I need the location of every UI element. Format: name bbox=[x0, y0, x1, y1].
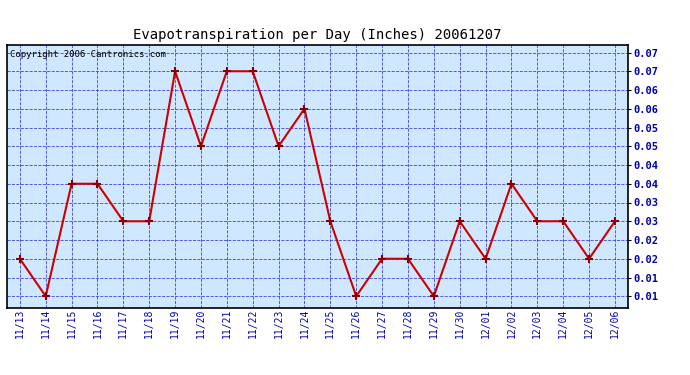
Title: Evapotranspiration per Day (Inches) 20061207: Evapotranspiration per Day (Inches) 2006… bbox=[133, 28, 502, 42]
Text: Copyright 2006 Cantronics.com: Copyright 2006 Cantronics.com bbox=[10, 50, 166, 59]
